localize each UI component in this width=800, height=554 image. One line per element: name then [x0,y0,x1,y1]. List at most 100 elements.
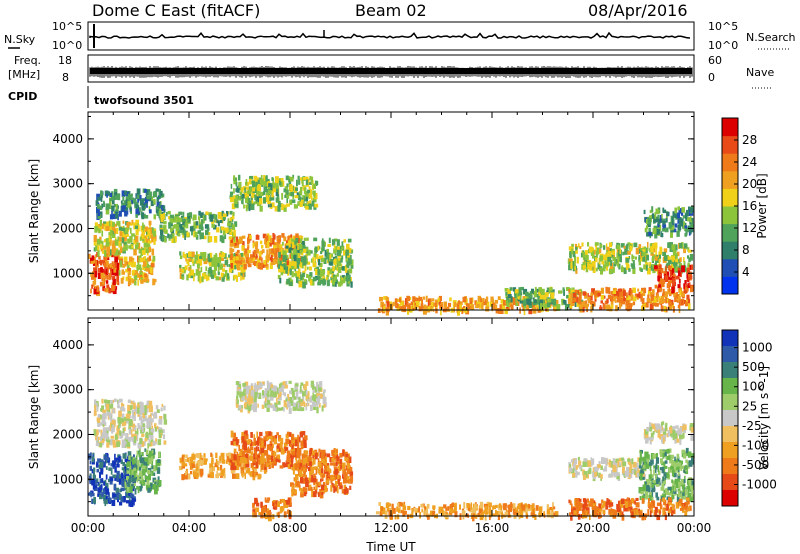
range-time-cell [240,252,243,257]
range-time-cell [350,281,353,288]
range-time-cell [603,254,605,261]
range-time-cell [573,251,576,258]
range-time-cell [230,236,234,243]
range-time-cell [124,190,127,195]
range-time-cell [96,438,99,444]
range-time-cell [658,252,661,259]
range-time-cell [688,229,691,236]
range-time-cell [288,281,293,287]
range-time-cell [151,425,153,432]
range-time-cell [657,223,660,228]
range-time-cell [257,403,259,408]
range-time-cell [270,238,273,243]
range-time-cell [241,431,244,437]
range-time-cell [95,435,98,441]
range-time-cell [620,267,624,273]
range-time-cell [261,381,265,385]
range-time-cell [613,294,616,302]
range-time-cell [663,277,666,284]
range-time-cell [108,412,112,419]
range-time-cell [306,247,309,252]
range-time-cell [338,267,341,272]
range-time-cell [295,263,300,269]
range-time-cell [426,506,428,514]
range-time-cell [479,514,484,521]
range-time-cell [418,506,420,512]
range-time-cell [282,241,284,246]
range-time-cell [118,398,123,403]
range-time-cell [120,459,123,465]
range-time-cell [344,457,349,461]
range-time-cell [109,399,113,404]
range-time-cell [275,248,280,253]
range-time-cell [522,299,527,307]
range-time-cell [146,405,150,409]
range-time-cell [148,400,153,407]
range-time-cell [137,198,140,203]
range-time-cell [300,488,304,494]
range-time-cell [484,505,488,512]
range-time-cell [296,276,299,283]
range-time-cell [310,279,313,286]
range-time-cell [111,248,115,255]
range-time-cell [534,299,537,304]
range-time-cell [112,439,116,445]
range-time-cell [146,459,149,464]
range-time-cell [658,296,661,303]
range-time-cell [270,258,275,265]
range-time-cell [317,492,320,497]
range-time-cell [152,227,155,234]
range-time-cell [154,441,157,445]
range-time-cell [345,249,349,256]
range-time-cell [301,177,304,184]
range-time-cell [302,486,306,492]
range-time-cell [237,263,240,271]
range-time-cell [480,507,483,512]
range-time-cell [495,504,498,508]
range-time-cell [233,448,237,453]
range-time-cell [93,239,97,246]
range-time-cell [505,509,508,513]
range-time-cell [106,427,110,431]
range-time-cell [632,287,636,293]
range-time-cell [91,492,95,497]
range-time-cell [310,448,312,455]
range-time-cell [650,232,653,237]
range-time-cell [585,267,589,273]
range-time-cell [151,248,155,256]
range-time-cell [221,252,225,257]
range-time-cell [209,216,214,222]
range-time-cell [96,469,100,473]
range-time-cell [105,488,110,495]
range-time-cell [213,254,218,260]
range-time-cell [131,496,134,504]
range-time-cell [569,261,571,268]
range-time-cell [545,292,549,297]
range-time-cell [298,458,301,463]
range-time-cell [247,263,252,268]
range-time-cell [664,227,669,233]
range-time-cell [111,226,116,233]
range-time-cell [582,251,585,258]
range-time-cell [277,393,280,399]
range-time-cell [312,406,317,410]
range-time-cell [590,292,593,296]
range-time-cell [649,302,653,310]
range-time-cell [125,227,128,234]
range-time-cell [427,514,430,520]
range-time-cell [678,295,681,302]
range-time-cell [112,278,116,286]
range-time-cell [666,271,670,278]
range-time-cell [331,450,334,455]
range-time-cell [259,437,262,441]
range-time-cell [406,295,410,302]
range-time-cell [340,248,343,254]
nsky-tick-high: 10^5 [52,20,82,33]
range-time-cell [98,228,101,234]
range-time-cell [195,269,199,276]
range-time-cell [198,216,201,220]
range-time-cell [235,439,239,445]
range-time-cell [285,175,289,181]
range-time-cell [100,429,103,436]
range-time-cell [140,475,144,479]
